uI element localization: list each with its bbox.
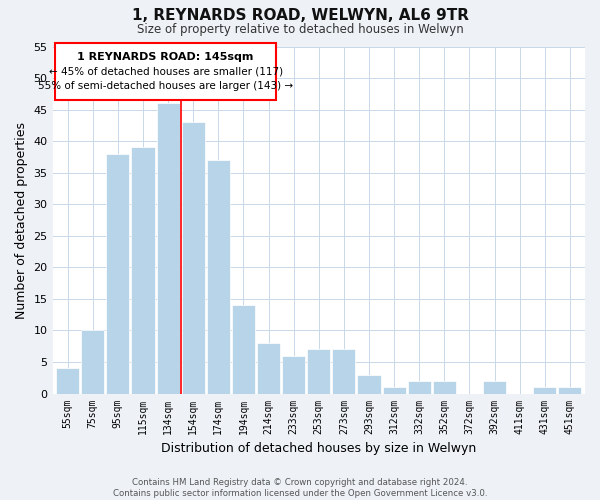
- Bar: [55, 44, 276, 100]
- Bar: [157, 104, 179, 394]
- Bar: [131, 148, 155, 394]
- Bar: [307, 350, 331, 394]
- Bar: [433, 381, 456, 394]
- Bar: [358, 374, 380, 394]
- Bar: [559, 387, 581, 394]
- Text: 55% of semi-detached houses are larger (143) →: 55% of semi-detached houses are larger (…: [38, 81, 293, 91]
- Bar: [483, 381, 506, 394]
- Bar: [257, 343, 280, 394]
- Bar: [207, 160, 230, 394]
- Text: Contains HM Land Registry data © Crown copyright and database right 2024.
Contai: Contains HM Land Registry data © Crown c…: [113, 478, 487, 498]
- Bar: [533, 387, 556, 394]
- Text: ← 45% of detached houses are smaller (117): ← 45% of detached houses are smaller (11…: [49, 66, 283, 76]
- Y-axis label: Number of detached properties: Number of detached properties: [15, 122, 28, 318]
- Bar: [282, 356, 305, 394]
- Bar: [81, 330, 104, 394]
- X-axis label: Distribution of detached houses by size in Welwyn: Distribution of detached houses by size …: [161, 442, 476, 455]
- Text: Size of property relative to detached houses in Welwyn: Size of property relative to detached ho…: [137, 22, 463, 36]
- Bar: [106, 154, 130, 394]
- Bar: [232, 305, 255, 394]
- Bar: [383, 387, 406, 394]
- Bar: [182, 122, 205, 394]
- Text: 1 REYNARDS ROAD: 145sqm: 1 REYNARDS ROAD: 145sqm: [77, 52, 254, 62]
- Bar: [56, 368, 79, 394]
- Bar: [332, 350, 355, 394]
- Bar: [407, 381, 431, 394]
- Text: 1, REYNARDS ROAD, WELWYN, AL6 9TR: 1, REYNARDS ROAD, WELWYN, AL6 9TR: [131, 8, 469, 22]
